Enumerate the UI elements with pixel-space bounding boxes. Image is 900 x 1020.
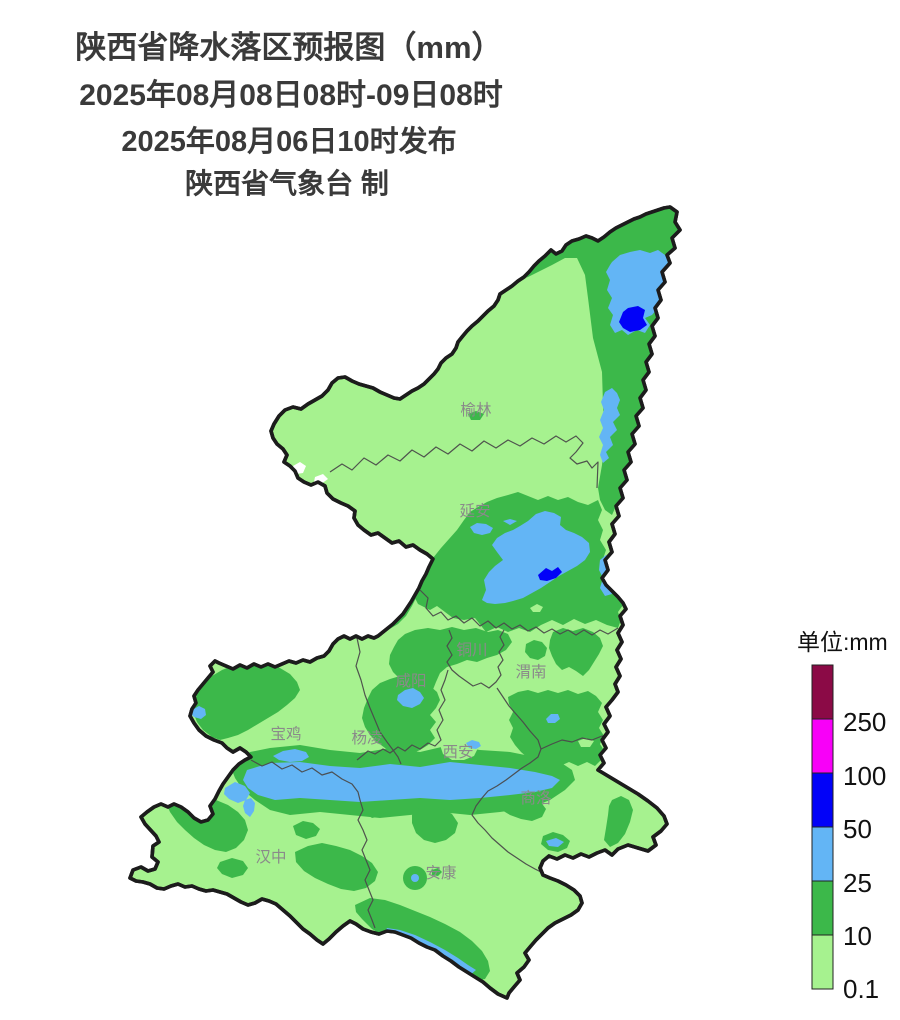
city-label-yulin: 榆林 <box>460 401 492 419</box>
rain-area-25-50-west-arm <box>191 706 206 719</box>
legend-swatch-gt250 <box>811 664 834 720</box>
province-outline <box>128 205 682 1000</box>
rain-areas <box>166 208 680 981</box>
city-boundaries <box>250 435 619 929</box>
rain-area-25-50-baoji-lens <box>273 749 309 762</box>
rain-area-50-100-northeast <box>619 306 647 332</box>
rain-area-hole-yanan <box>530 604 543 612</box>
title-block: 陕西省降水落区预报图（mm） 2025年08月08日08时-09日08时 202… <box>75 30 502 199</box>
border-xianyang-xian <box>356 669 449 761</box>
border-hanzhong-ankang <box>357 799 376 929</box>
legend-swatch-10-25 <box>811 880 834 936</box>
rain-area-25-50-yanan-lens <box>503 519 517 525</box>
rain-area-25-50-northeast-2 <box>599 388 620 463</box>
legend-label-100: 100 <box>843 761 886 791</box>
rain-area-25-50-yanan-blob <box>482 511 590 604</box>
rain-area-10-25-baoji-west <box>193 660 300 740</box>
rain-area-10-25-hanzhong-small <box>293 821 320 839</box>
rain-area-10-25-yulin-dot <box>468 411 484 420</box>
rain-area-10-25-shangluo-south <box>494 788 546 821</box>
rain-area-25-50-xianyang <box>397 688 424 708</box>
province-shaanxi: 榆林 延安 铜川 渭南 咸阳 宝鸡 杨凌 西安 商洛 汉中 安康 <box>128 205 682 1000</box>
rain-area-25-50-weinan-spot <box>546 714 560 723</box>
rain-area-10-25-ankang-north <box>412 805 458 843</box>
city-label-ankang: 安康 <box>425 864 456 882</box>
rain-area-25-50-qinling-band <box>243 762 560 802</box>
city-label-baoji: 宝鸡 <box>270 725 301 743</box>
rain-area-10-25-ankang-dot <box>432 868 442 876</box>
rain-area-10-25-weinan-ne <box>549 628 603 676</box>
rain-area-25-50-shangluo-strip <box>546 838 564 847</box>
city-label-shangluo: 商洛 <box>520 789 552 807</box>
rain-area-25-50-yanan-oval <box>470 523 493 535</box>
legend-swatch-50-100 <box>811 772 834 828</box>
city-label-yangling: 杨凌 <box>351 729 382 747</box>
legend-swatch-01-10 <box>811 934 834 990</box>
issuing-agency: 陕西省气象台 制 <box>185 167 389 199</box>
legend-title: 单位:mm <box>797 629 888 655</box>
issue-time: 2025年08月06日10时发布 <box>121 124 456 158</box>
city-label-yanan: 延安 <box>459 502 490 520</box>
rain-area-25-50-xian-spot <box>466 740 481 749</box>
legend: 单位:mm 250 100 50 25 10 0.1 <box>797 629 888 1004</box>
rain-area-25-50-northeast-1 <box>606 250 668 335</box>
rain-area-25-50-hanzhong-drop <box>243 798 255 817</box>
border-baoji-xianyang <box>355 637 402 765</box>
legend-label-250: 250 <box>843 707 886 737</box>
city-label-hanzhong: 汉中 <box>255 848 286 866</box>
rain-area-10-25-hanzhong-sw <box>217 858 248 878</box>
map-title: 陕西省降水落区预报图（mm） <box>75 30 502 65</box>
border-yulin-yanan <box>329 435 599 489</box>
border-yanan-south <box>419 589 619 636</box>
border-baoji-hanzhong <box>250 759 361 801</box>
legend-label-01: 0.1 <box>843 974 879 1004</box>
rain-area-10-25-weinan-small <box>525 640 547 660</box>
legend-label-50: 50 <box>843 814 872 844</box>
legend-swatch-25-50 <box>811 826 834 882</box>
rain-area-10-25-huashan <box>508 690 605 766</box>
legend-label-10: 10 <box>843 921 872 951</box>
city-label-xianyang: 咸阳 <box>395 672 426 690</box>
rain-area-hole-huashan <box>578 738 594 747</box>
rain-area-25-50-band-west-tail <box>224 782 250 803</box>
city-label-xian: 西安 <box>442 743 473 761</box>
city-labels: 榆林 延安 铜川 渭南 咸阳 宝鸡 杨凌 西安 商洛 汉中 安康 <box>255 401 552 882</box>
border-xian-shangluo <box>471 687 571 885</box>
rain-area-25-50-ankang-dot <box>411 874 419 882</box>
legend-label-25: 25 <box>843 868 872 898</box>
city-label-tongchuan: 铜川 <box>456 641 487 659</box>
city-label-weinan: 渭南 <box>515 663 546 681</box>
border-tongchuan-loop <box>446 629 505 689</box>
rain-area-10-25-shangluo-east <box>604 796 633 847</box>
legend-swatch-100-250 <box>811 718 834 774</box>
rain-area-10-25-hanzhong-mid <box>295 843 378 891</box>
rain-area-50-100-yanan <box>538 567 562 581</box>
valid-period: 2025年08月08日08时-09日08时 <box>79 79 503 112</box>
